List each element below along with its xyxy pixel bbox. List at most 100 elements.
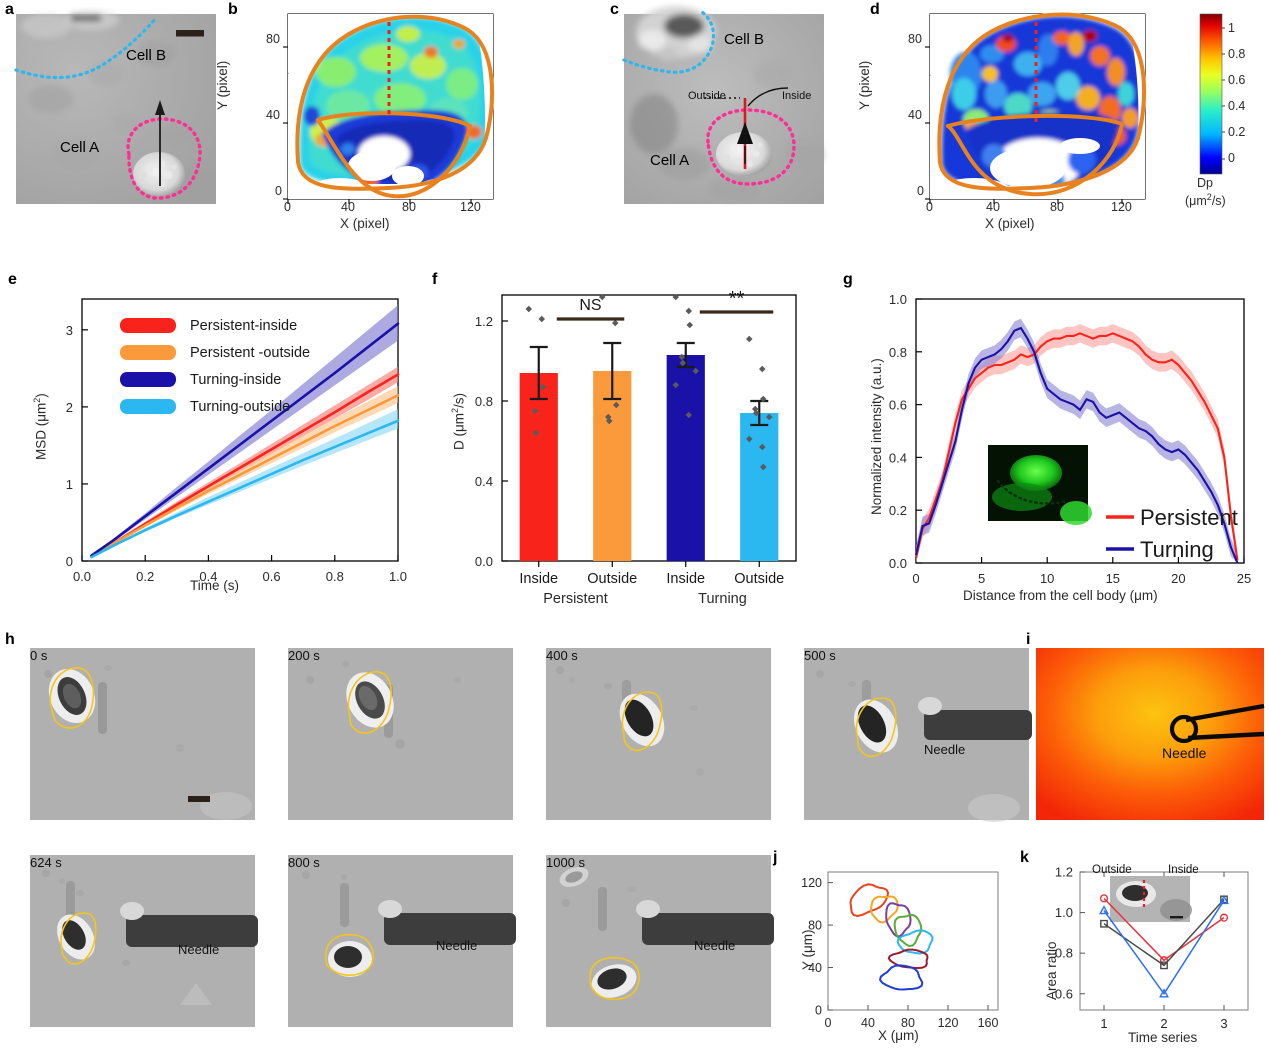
panel-letter-g: g (843, 271, 853, 288)
panel-c-label-cell-a: Cell A (650, 152, 690, 169)
panel-j-outline-2 (885, 902, 912, 938)
panel-g-ytick-0.4: 0.4 (889, 450, 907, 465)
panel-f-bar-0 (519, 373, 558, 561)
panel-g-ytick-0.8: 0.8 (889, 345, 907, 360)
panel-e-xtick-0: 0.0 (73, 569, 91, 584)
panel-e-legend-label-0: Persistent-inside (190, 318, 297, 334)
j-xlabel-pre: X ( (878, 1028, 896, 1043)
panel-j-outline-4 (896, 929, 934, 955)
panel-k-marker-triangle (1219, 894, 1229, 905)
panel-f-xtick-1: Outside (587, 571, 637, 587)
panel-d-xtick-80: 80 (1050, 200, 1064, 214)
panel-d-xtick-40: 40 (986, 200, 1000, 214)
panel-f-point (686, 321, 694, 329)
panel-h-needle-5: Needle (436, 938, 478, 953)
f-ylabel-sup: 2 (450, 407, 460, 413)
panel-g-xtick-10: 10 (1040, 571, 1054, 586)
f-ylabel-mu: μ (451, 424, 467, 432)
panel-e-xtick-1: 0.2 (136, 569, 154, 584)
panel-b-ytick-0: 0 (275, 184, 282, 198)
panel-d-cbar-tick-06: 0.6 (1228, 73, 1246, 87)
panel-e-ytick-2: 2 (66, 400, 73, 415)
panel-b-xtick-0: 0 (284, 200, 291, 214)
j-ylabel-post: m) (800, 929, 815, 946)
panel-c-label-cell-b: Cell B (724, 31, 765, 48)
panel-d-cbar-title: Dp (1197, 176, 1213, 190)
panel-f-point (611, 319, 619, 327)
panel-f-point (692, 367, 700, 375)
panel-f-point (678, 353, 686, 361)
panel-f-point (531, 407, 539, 415)
panel-f-group-0: Persistent (543, 591, 607, 607)
panel-h-time-1: 200 s (288, 648, 320, 663)
panel-h-frame-6 (546, 855, 774, 1027)
panel-g-line-0 (914, 332, 1239, 561)
panel-g-xtick-20: 20 (1171, 571, 1185, 586)
panel-j-ytick-0: 0 (815, 1004, 822, 1018)
panel-b-chart (252, 8, 502, 223)
panel-f-ylabel: D (μm2/s) (450, 393, 467, 450)
j-xlabel-post: m) (903, 1028, 919, 1043)
cbar-m: m (1196, 194, 1207, 209)
panel-f-ytick-1.2: 1.2 (475, 314, 493, 329)
e-ylabel-pre: MSD ( (33, 421, 49, 460)
panel-c-label-inside: Inside (782, 90, 812, 102)
panel-k-inset-outside: Outside (1092, 864, 1132, 876)
panel-letter-e: e (8, 271, 17, 288)
panel-c-label-outside: Outside (688, 90, 726, 102)
panel-e-line-2 (90, 322, 400, 557)
panel-f-point (672, 293, 680, 301)
panel-f-group-1: Turning (698, 591, 747, 607)
panel-e-legend-swatch-2 (120, 372, 176, 387)
panel-h-time-6: 1000 s (546, 855, 586, 870)
panel-g-ytick-0.0: 0.0 (889, 556, 907, 571)
panel-g-xtick-0: 0 (912, 571, 919, 586)
panel-k-inset-inside: Inside (1168, 864, 1199, 876)
panel-letter-k: k (1020, 849, 1029, 866)
panel-g-ylabel: Normalized intensity (a.u.) (869, 358, 884, 515)
cell-b-boundary (14, 16, 158, 80)
panel-f-point (752, 409, 760, 417)
panel-e-legend-swatch-1 (120, 345, 176, 360)
f-ylabel-tail: /s) (451, 392, 467, 408)
panel-j-xlabel: X (μm) (878, 1028, 919, 1043)
panel-e-legend-swatch-0 (120, 318, 176, 333)
panel-e-xtick-5: 1.0 (389, 569, 407, 584)
panel-f-sig-label-0: NS (579, 297, 601, 314)
panel-b-xlabel: X (pixel) (340, 216, 390, 231)
panel-a-image (14, 10, 216, 204)
panel-g-xtick-25: 25 (1237, 571, 1251, 586)
panel-f-point (679, 359, 687, 367)
panel-f-xtick-2: Inside (666, 571, 705, 587)
panel-f-point (605, 417, 613, 425)
panel-d-xlabel: X (pixel) (985, 216, 1035, 231)
panel-letter-c: c (610, 1, 619, 18)
panel-f-point (538, 315, 546, 323)
panel-i-needle-label: Needle (1162, 745, 1207, 761)
panel-k-marker-circle (1219, 913, 1229, 922)
e-ylabel-sup: 2 (32, 397, 42, 403)
panel-f-xtick-3: Outside (734, 571, 784, 587)
panel-k-xtick-1: 1 (1100, 1016, 1107, 1031)
panel-j-xtick-40: 40 (861, 1016, 875, 1030)
panel-e-xtick-3: 0.6 (263, 569, 281, 584)
panel-k-marker-square (1100, 919, 1108, 928)
panel-b-outline-lower (316, 118, 472, 199)
panel-k-xtick-2: 2 (1160, 1016, 1167, 1031)
panel-e-ytick-3: 3 (66, 323, 73, 338)
panel-j-chart: 0 40 80 120 160 0 40 80 120 (786, 860, 1016, 1050)
cell-a-boundary (126, 117, 202, 200)
panel-e-xtick-2: 0.4 (199, 569, 217, 584)
panel-e-line-3 (90, 419, 400, 559)
panel-f-point (745, 435, 753, 443)
panel-e-legend-label-1: Persistent -outside (190, 345, 310, 361)
panel-f-point (745, 335, 753, 343)
panel-a-label-cell-b: Cell B (126, 47, 167, 64)
panel-i-image (1036, 648, 1265, 820)
panel-g-ytick-0.2: 0.2 (889, 503, 907, 518)
panel-g-ytick-0.6: 0.6 (889, 398, 907, 413)
panel-b-xtick-80: 80 (402, 200, 416, 214)
panel-h-frame-2 (546, 648, 771, 820)
panel-h-needle-3: Needle (924, 742, 966, 757)
panel-b-outline-upper (295, 14, 494, 190)
